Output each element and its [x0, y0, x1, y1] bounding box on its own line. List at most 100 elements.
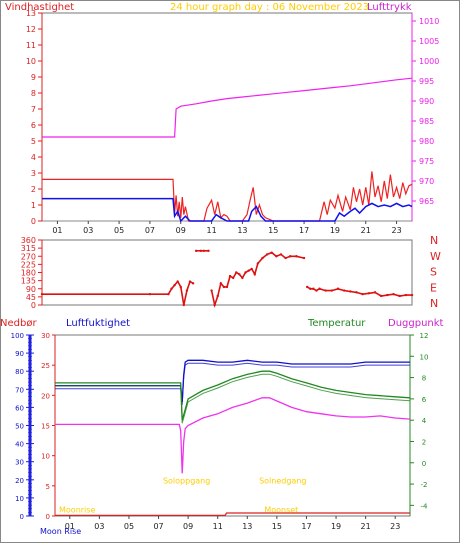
direction-point [355, 291, 358, 294]
wind-tick-label: 2 [31, 185, 36, 194]
time-tick-label: 17 [299, 226, 309, 235]
time-tick-label: 03 [83, 226, 93, 235]
humidity-tick-label: 40 [15, 441, 24, 449]
temperature-tick-label: 10 [420, 353, 429, 361]
direction-point [185, 289, 189, 292]
direction-point [188, 280, 192, 283]
direction-tick-label: 270 [21, 252, 36, 261]
direction-point [173, 283, 176, 287]
pressure-tick-label: 970 [419, 177, 434, 186]
direction-point [176, 280, 179, 283]
direction-point [349, 290, 352, 293]
direction-point [330, 289, 334, 292]
climate-time-label: 03 [94, 522, 104, 531]
direction-point [225, 285, 229, 289]
climate-time-axis: 01 03 05 07 09 11 13 15 17 19 21 23 [65, 516, 400, 531]
event-label: Soloppgang [163, 476, 210, 485]
pressure-tick-label: 985 [419, 117, 434, 126]
direction-point [228, 274, 232, 278]
compass-label: W [430, 250, 441, 263]
direction-point [302, 256, 306, 260]
time-tick-label: 21 [361, 226, 371, 235]
wind-tick-label: 12 [26, 25, 36, 34]
humidity-line-shadow [55, 362, 410, 406]
direction-point [213, 303, 216, 307]
climate-series [55, 359, 411, 517]
rain-label: Nedbør [0, 318, 37, 329]
direction-point [315, 289, 318, 292]
direction-point [219, 282, 223, 285]
time-tick-label: 09 [176, 226, 186, 235]
humidity-tick-label: 50 [15, 423, 24, 431]
climate-time-label: 15 [272, 522, 282, 531]
direction-point [386, 293, 389, 297]
direction-point [279, 253, 283, 256]
header-title: 24 hour graph day : 06 November 2023 [170, 2, 369, 13]
time-tick-label: 19 [330, 226, 340, 235]
direction-tick-label: 315 [21, 244, 36, 253]
climate-time-label: 01 [65, 522, 75, 531]
header-right-label: Lufttrykk [367, 2, 412, 13]
direction-point [222, 285, 226, 289]
temperature-tick-label: 4 [422, 417, 427, 425]
direction-point [256, 262, 260, 265]
humidity-tick-label: 100 [11, 332, 24, 340]
wind-time-axis: 01 03 05 07 09 11 13 15 17 19 21 23 [52, 221, 402, 235]
wind-tick-label: 11 [26, 41, 36, 50]
climate-time-label: 07 [153, 522, 163, 531]
header-left-label: Vindhastighet [5, 2, 74, 13]
pressure-tick-label: 980 [419, 137, 434, 146]
direction-point [253, 273, 256, 276]
temperature-tick-label: 8 [422, 375, 426, 383]
pressure-tick-label: 975 [419, 157, 434, 166]
temperature-line [55, 370, 411, 421]
humidity-tick-label: 0 [20, 513, 24, 521]
humidity-tick-label: 80 [15, 368, 24, 376]
climate-events: Soloppgang Solnedgang Moonrise Moonset [59, 476, 306, 514]
temperature-tick-label: -4 [421, 502, 429, 510]
time-tick-label: 11 [206, 226, 216, 235]
direction-point [342, 289, 346, 292]
wind-tick-label: 3 [31, 169, 36, 178]
humidity-tick-label: 30 [15, 459, 24, 467]
time-tick-label: 13 [237, 226, 247, 235]
direction-point [238, 273, 241, 276]
direction-point [148, 292, 152, 296]
direction-point [182, 303, 186, 307]
climate-time-label: 13 [242, 522, 252, 531]
direction-point [361, 292, 364, 296]
direction-point [194, 249, 198, 253]
wind-tick-label: 8 [31, 89, 36, 98]
humidity-label: Luftfuktighet [66, 318, 130, 329]
direction-point [199, 249, 202, 253]
humidity-axis: 0 10 20 30 40 50 60 70 80 90 100 [11, 332, 34, 521]
direction-point [207, 249, 210, 253]
direction-tick-label: 0 [31, 301, 36, 310]
direction-tick-label: 360 [21, 236, 36, 245]
climate-time-label: 05 [124, 522, 134, 531]
direction-point [265, 253, 269, 256]
direction-point [289, 255, 292, 258]
event-label: Moonrise [59, 505, 95, 514]
time-tick-label: 01 [52, 226, 62, 235]
wind-tick-label: 6 [31, 121, 36, 130]
wind-tick-label: 4 [31, 153, 36, 162]
direction-point [410, 293, 414, 297]
pressure-line [42, 77, 413, 138]
temperature-tick-label: -2 [421, 481, 428, 489]
time-tick-label: 07 [145, 226, 155, 235]
direction-point [312, 287, 315, 290]
temperature-tick-label: 6 [422, 396, 427, 404]
direction-point [318, 287, 321, 290]
wind-pressure-series [42, 77, 413, 223]
dewpoint-line [55, 397, 411, 474]
pressure-tick-label: 1005 [419, 37, 439, 46]
direction-point [392, 292, 395, 296]
rain-line [55, 512, 410, 517]
direction-point [324, 289, 327, 292]
direction-point [191, 282, 195, 285]
direction-point [231, 276, 235, 280]
dewpoint-label: Duggpunkt [388, 318, 444, 329]
direction-tick-label: 135 [21, 277, 36, 286]
